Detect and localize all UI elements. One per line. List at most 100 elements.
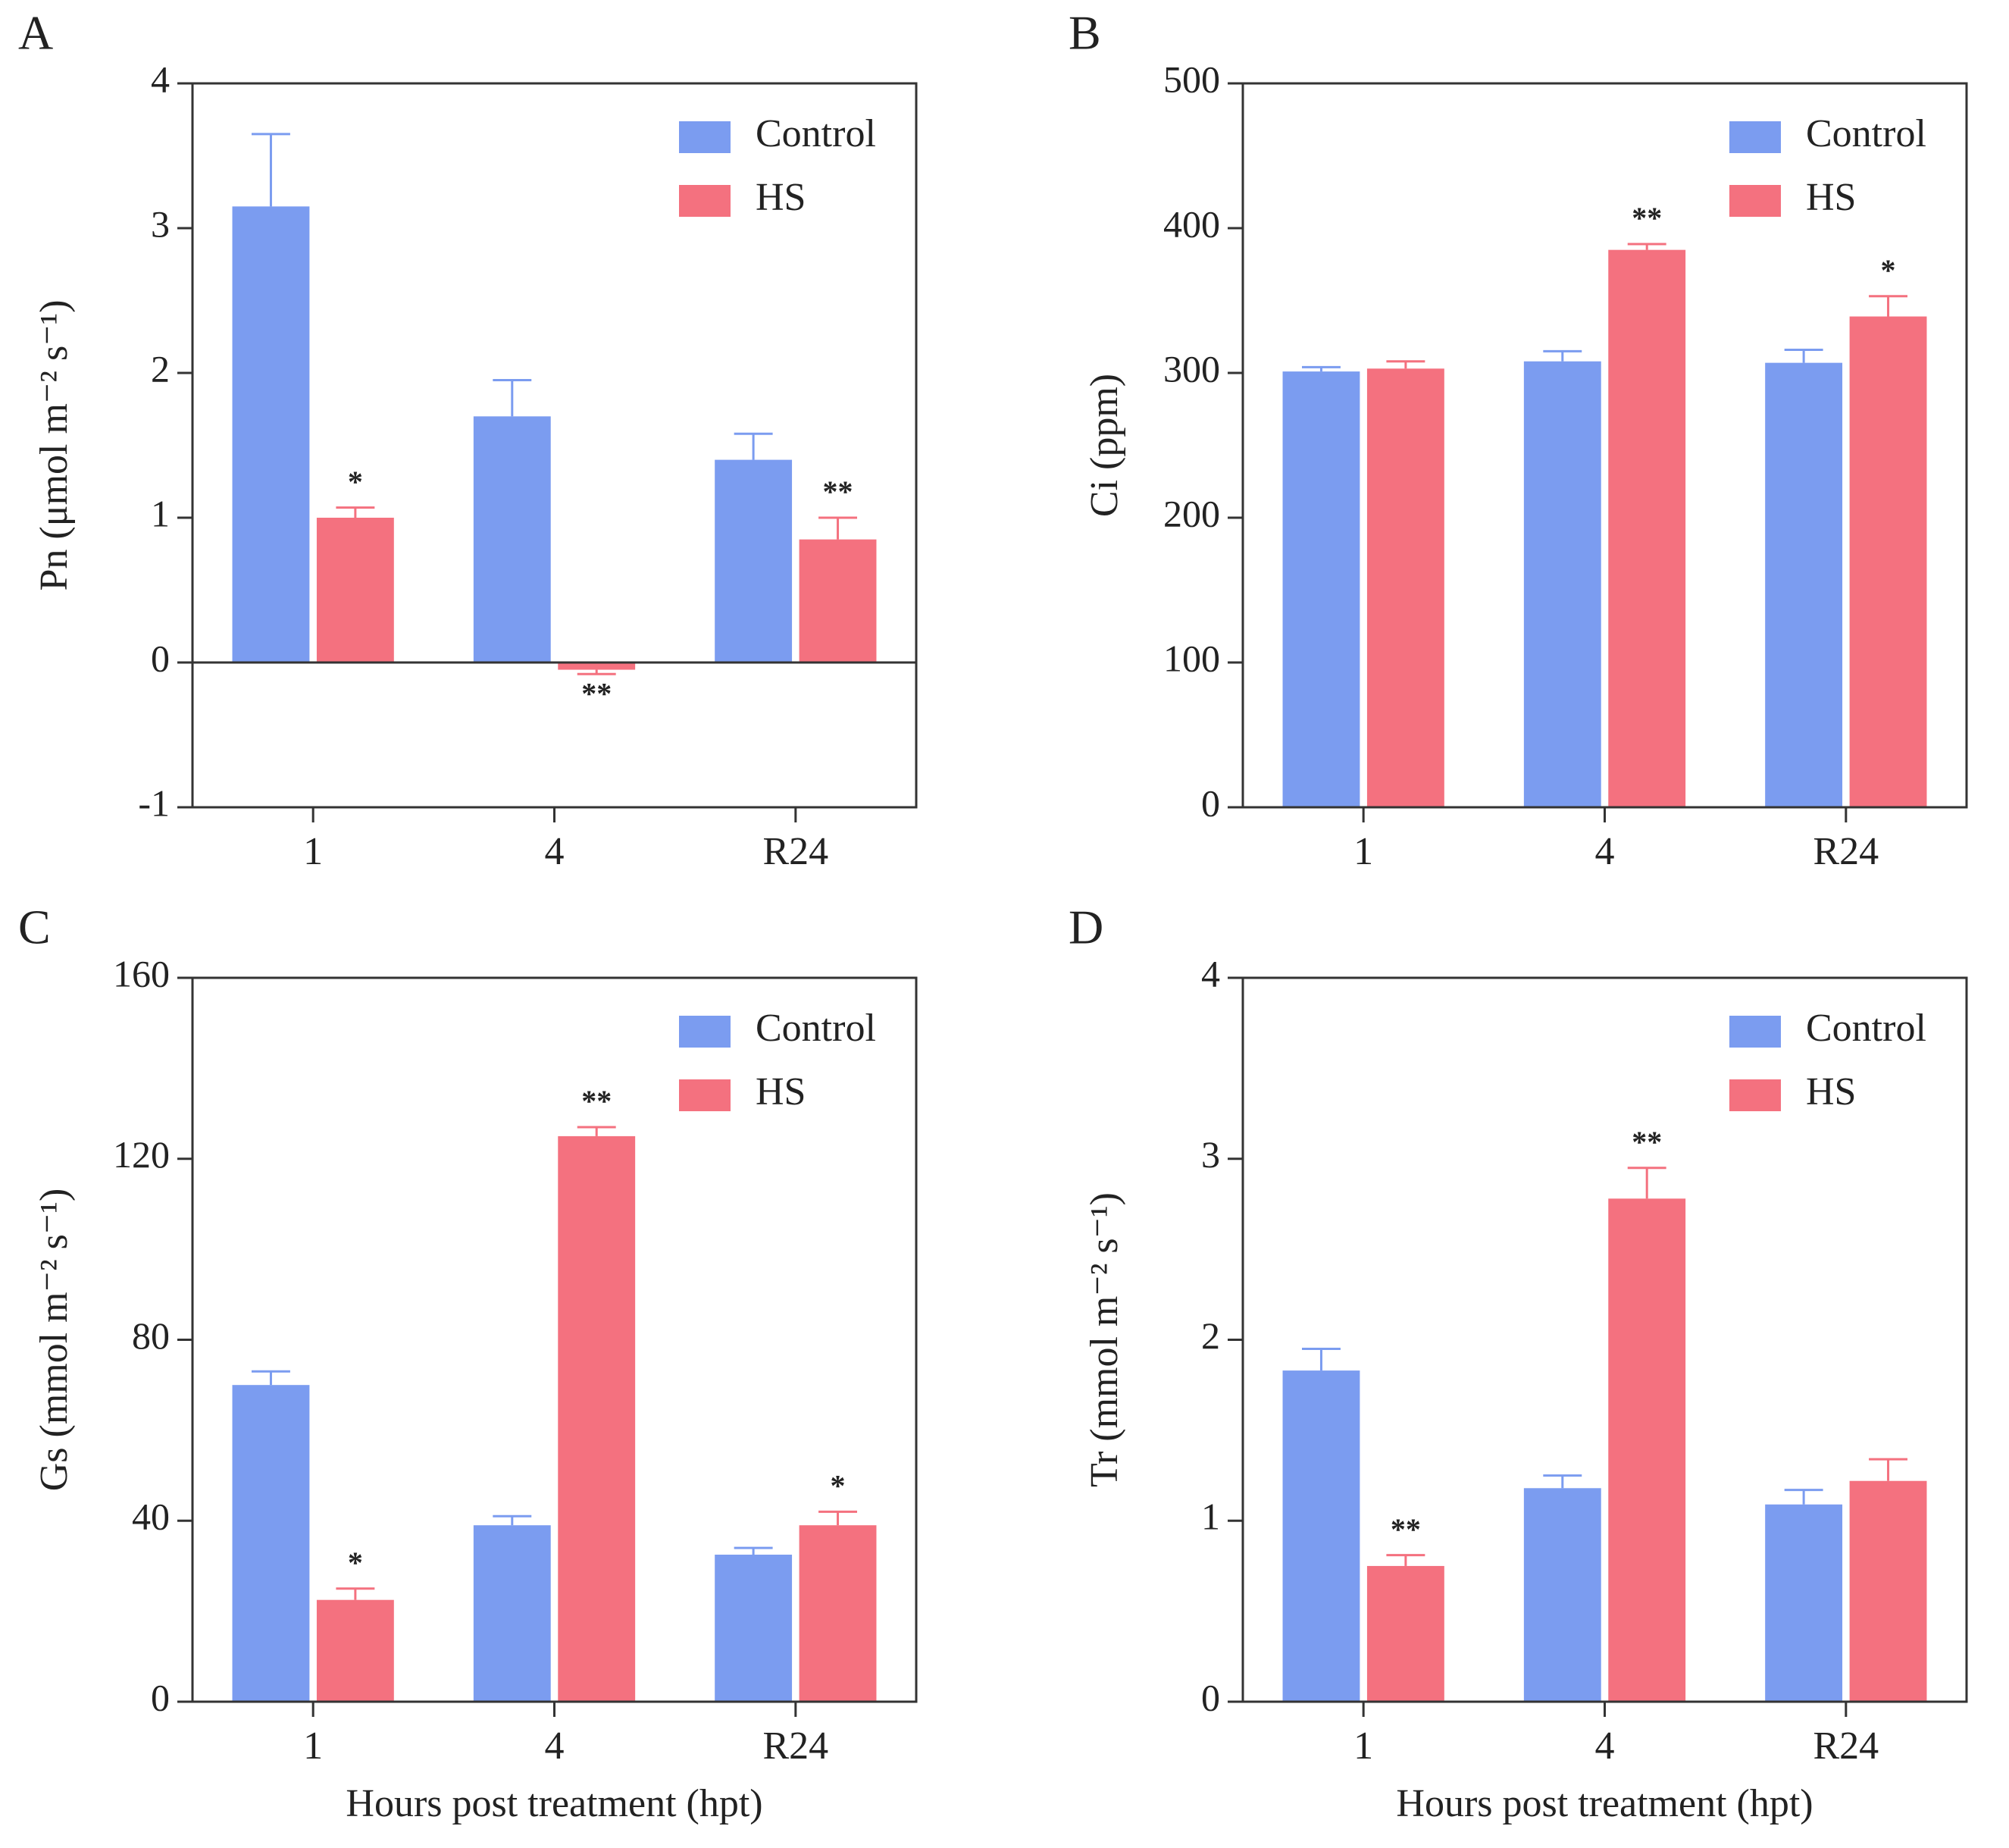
bar [316,1599,394,1702]
y-tick-label: 200 [1163,492,1220,534]
x-axis-label: Hours post treatment (hpt) [1396,1782,1813,1825]
legend-swatch [1729,1016,1781,1048]
bar [1765,362,1843,807]
error-bar [1869,295,1908,317]
error-bar [734,1546,773,1555]
legend-label: HS [1806,176,1856,219]
legend-swatch [679,185,731,217]
panel-label: D [1069,901,1103,954]
significance-label: ** [581,1084,612,1118]
y-tick-label: 400 [1163,202,1220,245]
legend-swatch [1729,185,1781,217]
error-bar [1784,1489,1823,1505]
error-bar [818,1510,858,1526]
x-tick-label: 4 [1595,1724,1615,1768]
y-tick-label: 0 [1201,781,1220,824]
bar [715,459,793,662]
x-tick-label: 1 [303,830,323,873]
significance-label: ** [823,475,853,509]
panel-label: A [18,6,53,60]
error-bar [251,133,290,207]
panel-label: C [18,901,51,954]
bar [558,662,636,670]
y-tick-label: 0 [151,1676,170,1718]
bar [316,518,394,662]
bar [473,416,551,662]
error-bar [1386,1554,1425,1566]
y-tick-label: 2 [151,347,170,390]
x-tick-label: 4 [545,1724,565,1768]
y-tick-label: 4 [151,58,170,100]
y-tick-label: -1 [138,781,170,824]
y-tick-label: 80 [132,1314,170,1357]
plot-frame [1241,976,1968,1703]
y-axis-label: Gs (mmol m⁻² s⁻¹) [33,1189,76,1492]
bar [232,1385,310,1702]
y-tick-label: 1 [1201,1496,1220,1538]
bar [1849,316,1927,807]
y-tick-label: 120 [113,1133,170,1176]
bar [799,539,877,662]
error-bar [336,506,375,518]
bar [715,1555,793,1702]
y-axis-label: Ci (ppm) [1083,374,1126,517]
error-bar [1543,1474,1582,1489]
panel-label: B [1069,6,1101,60]
bar [799,1525,877,1702]
error-bar [1301,1347,1341,1371]
legend-label: HS [1806,1070,1856,1113]
error-bar [1543,349,1582,362]
x-tick-label: 1 [303,1724,323,1768]
plot-frame [191,976,918,1703]
significance-label: * [348,465,363,499]
significance-label: ** [1391,1512,1421,1546]
bar [473,1525,551,1702]
bar [558,1135,636,1702]
bar [1608,249,1686,807]
y-tick-label: 300 [1163,347,1220,390]
bar [1523,1488,1601,1702]
legend-swatch [679,1016,731,1048]
legend-swatch [1729,1079,1781,1111]
legend-label: Control [756,112,876,155]
error-bar [493,1514,532,1526]
bar [1282,1370,1360,1702]
bar [1849,1480,1927,1702]
legend-swatch [679,1079,731,1111]
x-tick-label: 1 [1353,1724,1373,1768]
chart: D 0 1 2 3 4 Tr (mmol m⁻² s⁻¹) Hours post treatm… [1069,901,1968,1825]
y-tick-label: 40 [132,1496,170,1538]
error-bar [1301,365,1341,372]
x-tick-label: 1 [1353,830,1373,873]
y-tick-label: 3 [151,202,170,245]
error-bar [734,432,773,460]
bar [1765,1504,1843,1702]
significance-label: * [831,1468,846,1502]
x-tick-label: 4 [545,830,565,873]
significance-label: ** [1632,1125,1662,1159]
bar [232,206,310,663]
legend-label: Control [1806,112,1926,155]
x-tick-label: R24 [1813,1724,1879,1768]
error-bar [493,379,532,417]
y-tick-label: 100 [1163,637,1220,679]
error-bar [251,1370,290,1386]
bar [1366,368,1444,807]
x-tick-label: 4 [1595,830,1615,873]
y-tick-label: 160 [113,952,170,994]
plot-frame [191,82,918,809]
error-bar [577,1126,616,1136]
bar [1366,1565,1444,1702]
error-bar [1784,348,1823,363]
bar [1523,361,1601,808]
legend-label: Control [756,1007,876,1050]
plot-frame [1241,82,1968,809]
y-tick-label: 500 [1163,58,1220,100]
y-tick-label: 3 [1201,1133,1220,1176]
bar [1608,1198,1686,1702]
error-bar [1386,360,1425,369]
